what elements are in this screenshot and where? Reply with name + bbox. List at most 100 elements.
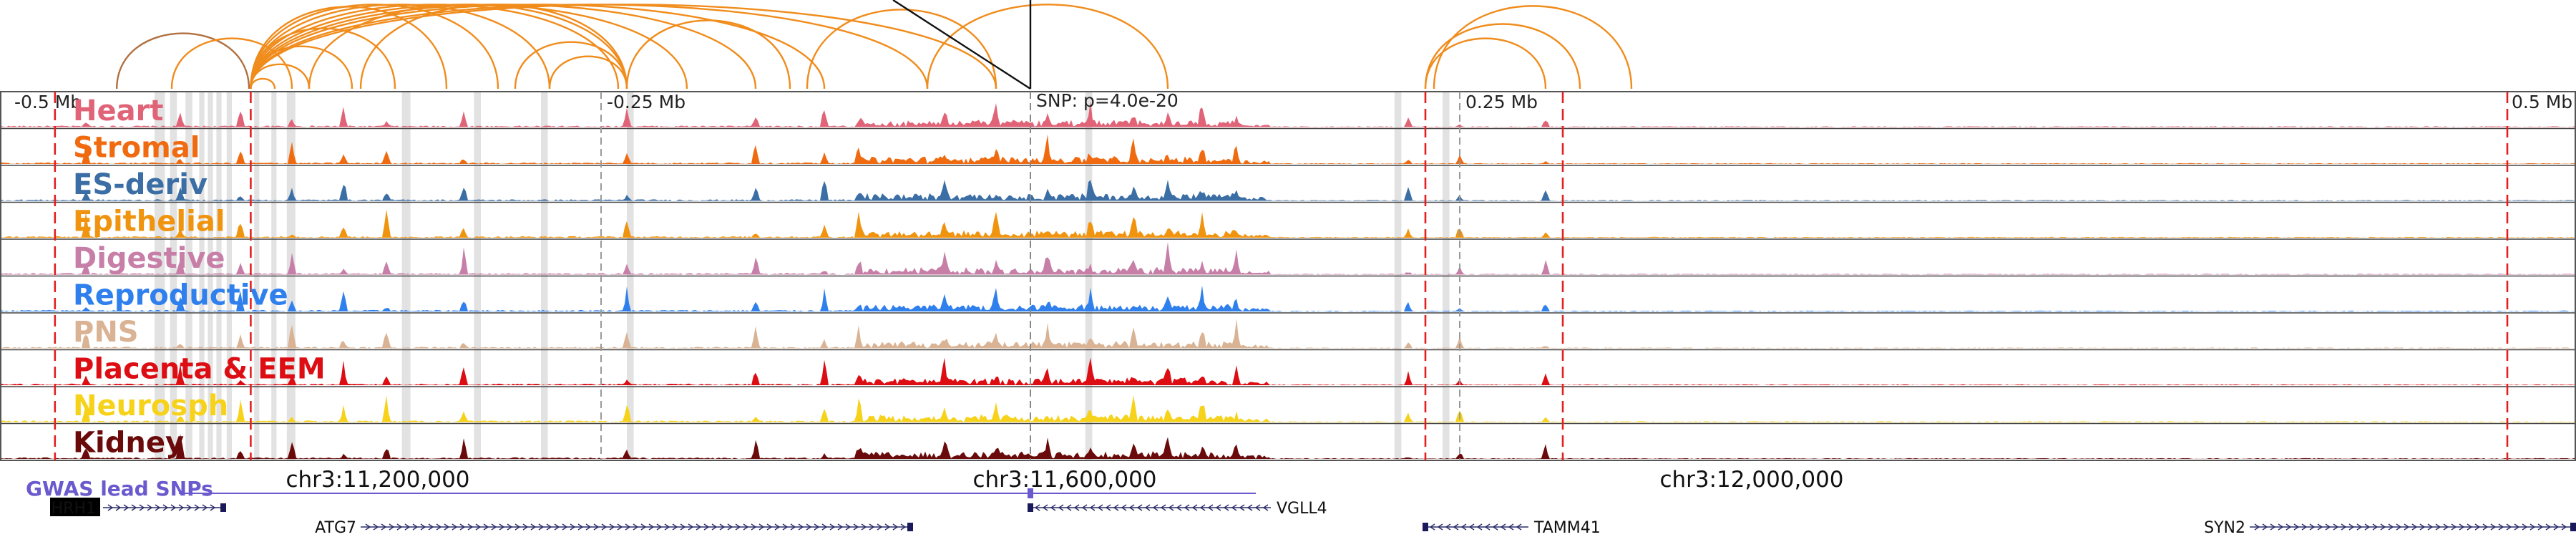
strand-arrow [2301,523,2308,531]
strand-arrow [381,523,387,531]
strand-arrow [593,523,600,531]
strand-arrow [459,523,466,531]
strand-arrow [1081,504,1088,511]
gene-end-marker [1423,523,1428,531]
gene-end-marker [2570,523,2576,531]
strand-arrow [1215,504,1221,511]
strand-arrow [1089,504,1096,511]
track-label: ES-deriv [73,168,208,201]
strand-arrow [2537,523,2544,531]
gene-label: HRH1 [52,500,96,518]
strand-arrow [688,523,694,531]
strand-arrow [1516,523,1522,531]
strand-arrow [2388,523,2394,531]
strand-arrow [546,523,552,531]
coordinate-label: chr3:11,600,000 [972,467,1156,493]
strand-arrow [1144,504,1151,511]
loop-arc [926,4,1169,90]
snp-pvalue-label: SNP: p=4.0e-20 [1036,90,1179,111]
strand-arrow [147,504,153,511]
strand-arrow [115,504,122,511]
distance-tick-label: -0.25 Mb [607,92,686,112]
strand-arrow [2545,523,2552,531]
track-signal [0,101,2576,127]
track-label: Stromal [73,132,200,165]
loop-arc [308,4,628,90]
strand-arrow [2482,523,2489,531]
strand-arrow [483,523,489,531]
track-signal [0,434,2576,459]
strand-arrow [507,523,513,531]
track-signal [0,134,2576,164]
strand-arrow [2561,523,2567,531]
strand-arrow [2514,523,2520,531]
strand-arrow [884,523,891,531]
strand-arrow [444,523,450,531]
tracks-frame [0,91,2576,461]
strand-arrow [861,523,867,531]
track-label: Epithelial [73,205,225,238]
distance-tick-label: 0.5 Mb [2512,92,2572,112]
strand-arrow [404,523,411,531]
strand-arrow [1453,523,1459,531]
strand-arrow [1042,504,1048,511]
strand-arrow [2553,523,2560,531]
strand-arrow [806,523,812,531]
strand-arrow [1500,523,1506,531]
strand-arrow [467,523,474,531]
strand-arrow [1136,504,1143,511]
strand-arrow [2435,523,2441,531]
strand-arrow [1231,504,1237,511]
strand-arrow [178,504,185,511]
strand-arrow [123,504,130,511]
strand-arrow [625,523,631,531]
strand-arrow [2427,523,2434,531]
track-label: Reproductive [73,279,288,312]
strand-arrow [1468,523,1475,531]
strand-arrow [1152,504,1158,511]
strand-arrow [735,523,741,531]
strand-arrow [162,504,169,511]
strand-arrow [2254,523,2260,531]
strand-arrow [1476,523,1483,531]
strand-arrow [412,523,419,531]
strand-arrow [577,523,584,531]
strand-arrow [640,523,647,531]
strand-arrow [1199,504,1206,511]
strand-arrow [2498,523,2504,531]
strand-arrow [1065,504,1072,511]
strand-arrow [814,523,820,531]
strand-arrow [554,523,560,531]
track-label: PNS [73,316,139,349]
strand-arrow [900,523,907,531]
strand-arrow [774,523,781,531]
strand-arrow [2278,523,2284,531]
loop-arc [250,4,499,90]
strand-arrow [1429,523,1435,531]
strand-arrow [2333,523,2339,531]
strand-arrow [877,523,883,531]
strand-arrow [617,523,623,531]
strand-arrow [585,523,592,531]
strand-arrow [1105,504,1111,511]
strand-arrow [1113,504,1119,511]
strand-arrow [656,523,663,531]
strand-arrow [892,523,899,531]
strand-arrow [139,504,145,511]
strand-arrow [2317,523,2323,531]
strand-arrow [186,504,192,511]
track-label: Placenta & EEM [73,353,326,386]
strand-arrow [396,523,403,531]
distance-axis: -0.5 Mb -0.25 Mb 0.25 Mb 0.5 Mb SNP: p=4.0e-… [14,90,2572,112]
strand-arrow [131,504,137,511]
loop-arc [359,4,628,90]
strand-arrow [2490,523,2497,531]
distance-tick-label: -0.5 Mb [14,92,82,112]
strand-arrow [2348,523,2355,531]
strand-arrow [766,523,773,531]
strand-arrow [1168,504,1174,511]
loop-arc [1433,5,1633,90]
track-signal [0,180,2576,201]
strand-arrow [1073,504,1080,511]
strand-arrow [1239,504,1245,511]
